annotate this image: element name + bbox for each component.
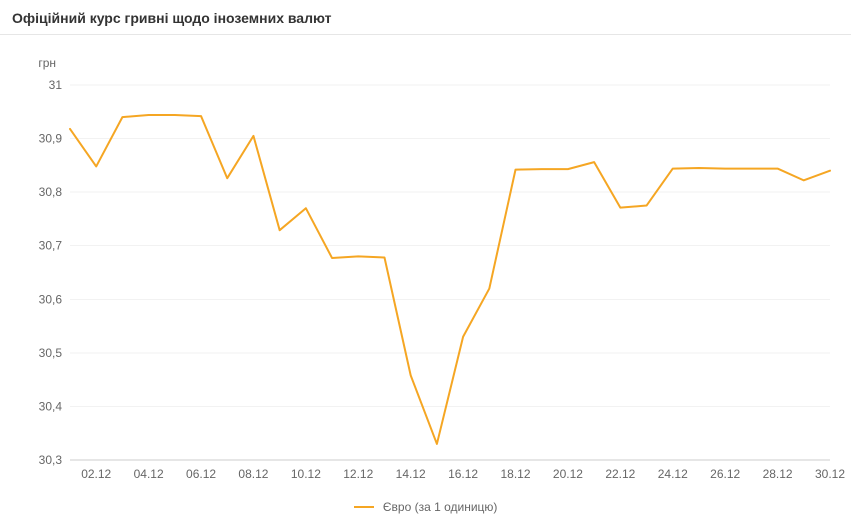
x-tick-label: 26.12 [710, 467, 740, 481]
y-tick-label: 30,3 [39, 453, 63, 467]
y-tick-label: 30,6 [39, 292, 63, 306]
chart-svg: 30,3 30,4 30,5 30,6 30,7 30,8 30,9 31 грн 02.12 04… [0, 35, 851, 495]
chart-plot-area: 30,3 30,4 30,5 30,6 30,7 30,8 30,9 31 грн 02.12 04… [0, 35, 851, 495]
legend: Євро (за 1 одиницю) [0, 495, 851, 514]
x-tick-label: 10.12 [291, 467, 321, 481]
x-tick-label: 08.12 [238, 467, 268, 481]
chart-container: Офіційний курс гривні щодо іноземних вал… [0, 0, 851, 520]
y-tick-label: 30,4 [39, 399, 63, 413]
title-bar: Офіційний курс гривні щодо іноземних вал… [0, 0, 851, 35]
series-line-euro [70, 115, 830, 444]
y-tick-label: 30,8 [39, 185, 63, 199]
chart-title: Офіційний курс гривні щодо іноземних вал… [12, 10, 839, 26]
x-tick-label: 28.12 [763, 467, 793, 481]
legend-swatch [354, 506, 374, 508]
y-tick-label: 30,7 [39, 239, 63, 253]
x-tick-label: 18.12 [501, 467, 531, 481]
y-axis-label: грн [38, 56, 56, 70]
x-tick-label: 02.12 [81, 467, 111, 481]
x-tick-label: 04.12 [134, 467, 164, 481]
x-tick-label: 12.12 [343, 467, 373, 481]
legend-label: Євро (за 1 одиницю) [383, 500, 498, 514]
x-tick-label: 22.12 [605, 467, 635, 481]
y-tick-label: 31 [49, 78, 63, 92]
y-tick-label: 30,5 [39, 346, 63, 360]
x-tick-label: 30.12 [815, 467, 845, 481]
x-tick-label: 24.12 [658, 467, 688, 481]
x-tick-label: 14.12 [396, 467, 426, 481]
x-tick-label: 16.12 [448, 467, 478, 481]
x-tick-label: 06.12 [186, 467, 216, 481]
y-tick-label: 30,9 [39, 132, 63, 146]
x-tick-label: 20.12 [553, 467, 583, 481]
